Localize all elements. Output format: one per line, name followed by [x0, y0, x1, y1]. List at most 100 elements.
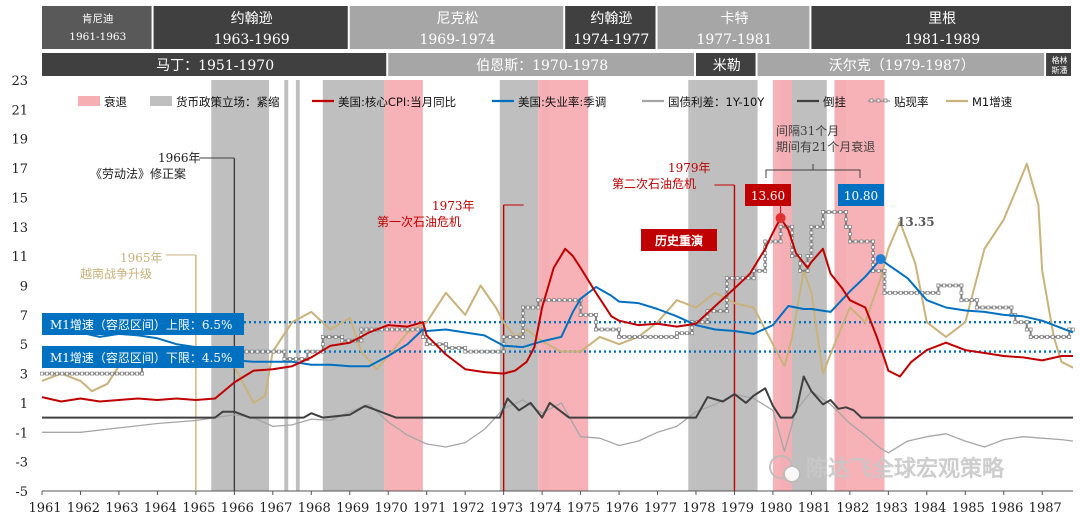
legend-swatch-marker-6-2 — [883, 98, 888, 103]
history-repeat-label: 历史重演 — [655, 233, 703, 248]
discount-rate-marker — [444, 346, 448, 350]
discount-rate-marker — [778, 232, 783, 236]
discount-rate-marker — [871, 239, 875, 244]
president-name-3: 约翰逊 — [590, 11, 632, 27]
discount-rate-marker — [942, 283, 946, 288]
discount-rate-marker — [255, 349, 260, 354]
discount-rate-marker — [718, 309, 723, 314]
tightening-period-1 — [284, 80, 289, 491]
recession-period-2 — [772, 80, 793, 491]
discount-rate-marker — [844, 224, 848, 229]
discount-rate-marker — [969, 298, 974, 303]
president-name-2: 尼克松 — [436, 11, 478, 27]
discount-rate-marker — [583, 313, 588, 317]
discount-rate-marker — [50, 371, 54, 376]
x-tick-1: 1962 — [67, 501, 100, 516]
president-years-2: 1969-1974 — [419, 32, 495, 48]
y-tick-11: 17 — [11, 162, 28, 177]
fed-chair-band-1 — [388, 53, 694, 76]
legend-label-5: 倒挂 — [823, 95, 846, 109]
discount-rate-marker — [805, 268, 810, 273]
discount-rate-marker — [521, 317, 525, 322]
discount-rate-marker — [359, 338, 364, 343]
y-tick-8: 11 — [11, 250, 28, 265]
x-tick-10: 1971 — [413, 501, 446, 516]
discount-rate-marker — [669, 335, 674, 339]
wechat-icon-small — [783, 465, 801, 483]
x-tick-0: 1961 — [28, 501, 61, 516]
discount-rate-marker — [914, 290, 919, 295]
fed-chair-name-2: 米勒 — [713, 58, 741, 74]
x-tick-7: 1968 — [298, 501, 331, 516]
discount-rate-marker — [763, 268, 768, 273]
discount-rate-marker — [959, 290, 964, 295]
x-tick-15: 1976 — [606, 501, 639, 516]
x-tick-19: 1980 — [759, 501, 792, 516]
discount-rate-marker — [664, 335, 669, 339]
discount-rate-marker — [521, 305, 525, 310]
discount-rate-marker — [809, 248, 814, 253]
discount-rate-marker — [1003, 305, 1008, 310]
discount-rate-marker — [643, 335, 648, 339]
cpi-peak-label: 13.60 — [751, 189, 785, 203]
fed-chair-name-1: 伯恩斯：1970-1978 — [476, 58, 608, 74]
unemp-peak-label: 10.80 — [844, 189, 878, 203]
discount-rate-marker — [521, 323, 525, 327]
discount-rate-marker — [904, 290, 908, 295]
fed-chair-name-4-b: 斯潘 — [1052, 65, 1068, 75]
discount-rate-marker — [724, 303, 729, 308]
discount-rate-marker — [674, 331, 679, 336]
discount-rate-marker — [685, 331, 689, 336]
president-band-3 — [565, 6, 656, 49]
discount-rate-marker — [746, 276, 751, 281]
discount-rate-marker — [778, 224, 783, 229]
discount-rate-marker — [974, 305, 979, 310]
discount-rate-marker — [80, 371, 84, 376]
discount-rate-marker — [310, 349, 315, 354]
discount-rate-marker — [327, 335, 332, 339]
discount-rate-marker — [632, 335, 637, 339]
discount-rate-marker — [700, 320, 705, 325]
discount-rate-marker — [1034, 335, 1039, 339]
discount-rate-marker — [763, 257, 768, 261]
discount-rate-marker — [437, 342, 442, 347]
discount-rate-marker — [521, 311, 525, 316]
discount-rate-marker — [450, 346, 455, 350]
tightening-period-3 — [322, 80, 385, 491]
discount-rate-marker — [578, 305, 583, 310]
discount-rate-marker — [521, 329, 525, 333]
legend-label-7: M1增速 — [972, 95, 1013, 109]
x-tick-26: 1987 — [1029, 501, 1062, 516]
discount-rate-marker — [546, 298, 551, 303]
discount-rate-marker — [853, 239, 858, 244]
discount-rate-marker — [299, 357, 304, 361]
y-tick-13: 21 — [11, 103, 28, 118]
discount-rate-marker — [848, 239, 852, 244]
discount-rate-marker — [980, 305, 985, 310]
fed-chair-band-3 — [757, 53, 1045, 76]
x-tick-22: 1983 — [875, 501, 908, 516]
discount-rate-marker — [90, 371, 94, 376]
discount-rate-marker — [333, 335, 338, 339]
y-tick-9: 13 — [11, 221, 28, 236]
tightening-period-6 — [688, 80, 758, 491]
discount-rate-marker — [250, 349, 254, 354]
discount-rate-marker — [871, 257, 875, 261]
m1-lower-label: M1增速（容忍区间）下限：4.5% — [50, 350, 232, 365]
y-tick-12: 19 — [11, 133, 28, 148]
discount-rate-marker — [340, 335, 344, 339]
president-years-4: 1977-1981 — [696, 32, 772, 48]
discount-rate-marker — [521, 335, 525, 339]
discount-rate-marker — [508, 335, 512, 339]
discount-rate-marker — [75, 371, 79, 376]
discount-rate-marker — [125, 371, 129, 376]
x-tick-14: 1975 — [567, 501, 600, 516]
y-tick-10: 15 — [11, 191, 28, 206]
discount-rate-marker — [1024, 320, 1029, 325]
discount-rate-marker — [105, 371, 109, 376]
x-tick-12: 1973 — [490, 501, 523, 516]
discount-rate-marker — [763, 239, 768, 244]
discount-rate-marker — [320, 335, 325, 339]
